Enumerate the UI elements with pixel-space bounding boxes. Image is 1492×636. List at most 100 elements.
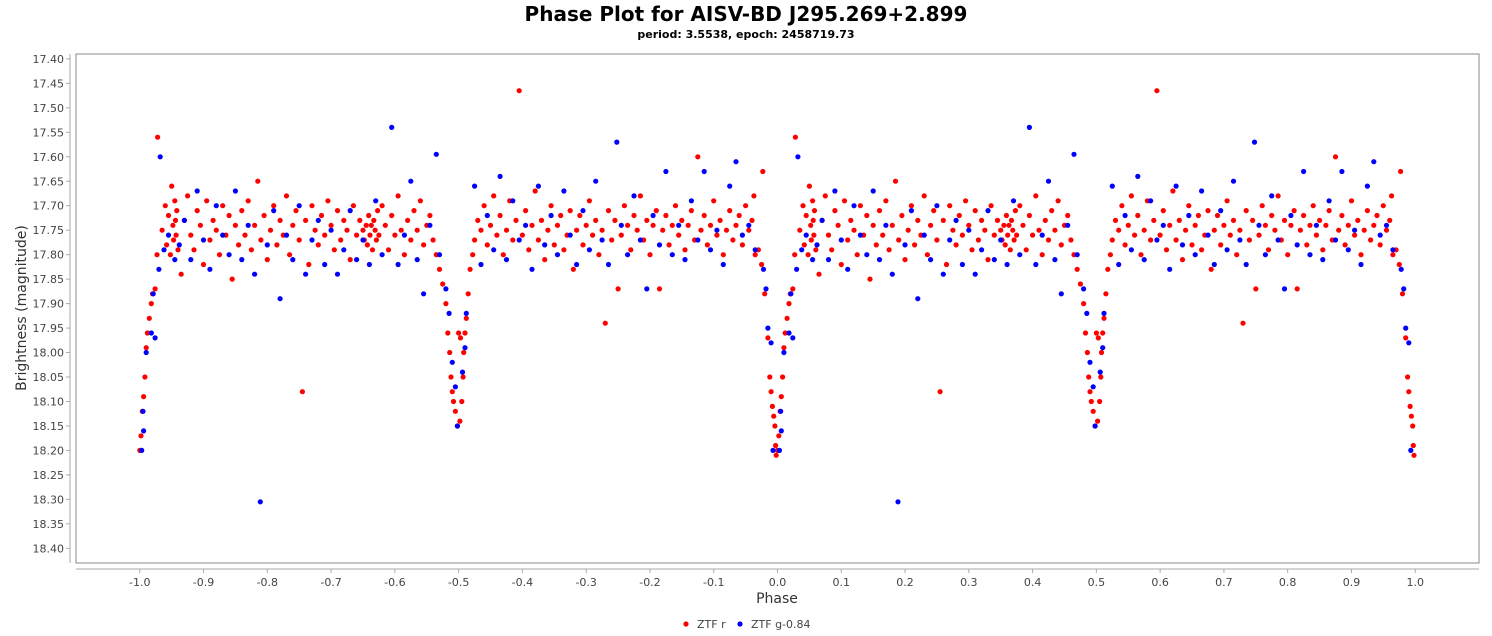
data-point-ztf-r bbox=[1297, 227, 1303, 233]
data-point-ztf-r bbox=[1105, 266, 1111, 272]
legend-label: ZTF g-0.84 bbox=[751, 618, 811, 631]
data-point-ztf-r bbox=[1361, 227, 1367, 233]
data-point-ztf-g-0-84 bbox=[1039, 232, 1045, 238]
data-point-ztf-g-0-84 bbox=[443, 286, 449, 292]
data-point-ztf-g-0-84 bbox=[695, 237, 701, 243]
data-point-ztf-g-0-84 bbox=[1339, 168, 1345, 175]
data-point-ztf-g-0-84 bbox=[1205, 232, 1211, 238]
data-point-ztf-r bbox=[1317, 217, 1323, 223]
data-point-ztf-g-0-84 bbox=[245, 222, 251, 228]
data-point-ztf-r bbox=[1288, 222, 1294, 228]
data-point-ztf-g-0-84 bbox=[548, 212, 554, 219]
data-point-ztf-g-0-84 bbox=[618, 222, 624, 228]
data-point-ztf-g-0-84 bbox=[814, 242, 820, 248]
data-point-ztf-g-0-84 bbox=[510, 198, 516, 204]
data-point-ztf-g-0-84 bbox=[1045, 178, 1052, 184]
data-point-ztf-r bbox=[599, 227, 605, 233]
data-point-ztf-r bbox=[188, 232, 194, 238]
data-point-ztf-g-0-84 bbox=[714, 227, 720, 233]
data-point-ztf-g-0-84 bbox=[778, 428, 784, 434]
legend-label: ZTF r bbox=[697, 618, 726, 631]
data-point-ztf-r bbox=[698, 227, 704, 233]
data-point-ztf-r bbox=[478, 227, 484, 233]
data-point-ztf-r bbox=[481, 203, 487, 209]
y-tick-label: 17.45 bbox=[33, 77, 65, 90]
data-point-ztf-r bbox=[154, 252, 160, 258]
data-point-ztf-r bbox=[953, 242, 959, 248]
data-point-ztf-r bbox=[1167, 222, 1173, 228]
data-point-ztf-g-0-84 bbox=[650, 212, 656, 219]
y-tick-label: 17.65 bbox=[33, 175, 65, 188]
x-tick-label: -0.4 bbox=[512, 576, 533, 589]
data-point-ztf-r bbox=[1253, 286, 1259, 292]
data-point-ztf-g-0-84 bbox=[283, 232, 290, 238]
data-point-ztf-r bbox=[998, 227, 1004, 233]
data-point-ztf-r bbox=[786, 301, 792, 307]
data-point-ztf-g-0-84 bbox=[947, 237, 953, 243]
data-point-ztf-r bbox=[736, 212, 742, 219]
data-point-ztf-r bbox=[803, 212, 809, 219]
data-point-ztf-r bbox=[797, 227, 803, 233]
data-point-ztf-r bbox=[447, 349, 453, 356]
data-point-ztf-r bbox=[625, 222, 631, 228]
data-point-ztf-r bbox=[463, 315, 469, 321]
data-point-ztf-r bbox=[908, 203, 915, 209]
data-point-ztf-r bbox=[1098, 349, 1105, 356]
data-point-ztf-r bbox=[1010, 227, 1016, 233]
data-point-ztf-g-0-84 bbox=[232, 188, 238, 194]
data-point-ztf-r bbox=[1003, 212, 1010, 219]
data-point-ztf-r bbox=[771, 413, 777, 419]
data-point-ztf-g-0-84 bbox=[1218, 208, 1224, 214]
data-point-ztf-r bbox=[357, 217, 363, 223]
data-point-ztf-r bbox=[1389, 193, 1395, 199]
data-point-ztf-r bbox=[213, 227, 219, 233]
data-point-ztf-g-0-84 bbox=[200, 237, 207, 243]
data-point-ztf-g-0-84 bbox=[998, 237, 1004, 243]
data-point-ztf-r bbox=[338, 237, 344, 243]
data-point-ztf-r bbox=[1313, 232, 1319, 238]
data-point-ztf-r bbox=[245, 198, 251, 204]
data-point-ztf-r bbox=[497, 212, 503, 219]
data-point-ztf-r bbox=[283, 193, 290, 199]
data-point-ztf-r bbox=[1281, 217, 1288, 223]
data-point-ztf-g-0-84 bbox=[1408, 447, 1414, 453]
data-point-ztf-r bbox=[417, 198, 423, 204]
data-point-ztf-r bbox=[772, 423, 778, 429]
data-point-ztf-r bbox=[341, 217, 347, 223]
data-point-ztf-r bbox=[1141, 227, 1147, 233]
data-point-ztf-g-0-84 bbox=[752, 247, 758, 253]
data-point-ztf-r bbox=[1012, 208, 1019, 214]
data-point-ztf-r bbox=[519, 232, 526, 238]
data-point-ztf-g-0-84 bbox=[1269, 193, 1275, 199]
y-tick-label: 17.95 bbox=[33, 322, 65, 335]
data-point-ztf-r bbox=[972, 208, 978, 214]
data-point-ztf-r bbox=[1262, 222, 1268, 228]
data-point-ztf-g-0-84 bbox=[389, 124, 395, 130]
data-point-ztf-r bbox=[1411, 452, 1417, 458]
data-point-ztf-g-0-84 bbox=[472, 183, 478, 189]
data-point-ztf-r bbox=[612, 217, 618, 223]
data-point-ztf-r bbox=[947, 203, 953, 209]
data-point-ztf-r bbox=[867, 276, 873, 282]
data-point-ztf-g-0-84 bbox=[631, 193, 637, 199]
data-point-ztf-r bbox=[1304, 242, 1310, 248]
data-point-ztf-r bbox=[979, 217, 985, 223]
data-point-ztf-r bbox=[1403, 335, 1409, 341]
data-point-ztf-g-0-84 bbox=[449, 359, 455, 365]
data-point-ztf-r bbox=[368, 222, 374, 228]
data-point-ztf-g-0-84 bbox=[1033, 261, 1039, 268]
data-point-ztf-g-0-84 bbox=[580, 208, 586, 214]
x-tick-label: 0.1 bbox=[833, 576, 851, 589]
data-point-ztf-g-0-84 bbox=[176, 242, 182, 248]
data-point-ztf-r bbox=[825, 232, 832, 238]
data-point-ztf-g-0-84 bbox=[985, 208, 991, 214]
data-point-ztf-r bbox=[905, 227, 911, 233]
data-point-ztf-r bbox=[746, 227, 752, 233]
data-point-ztf-r bbox=[430, 237, 436, 243]
data-point-ztf-r bbox=[1246, 237, 1252, 243]
data-point-ztf-r bbox=[178, 271, 184, 277]
data-point-ztf-r bbox=[523, 208, 529, 214]
data-point-ztf-g-0-84 bbox=[1199, 188, 1205, 194]
data-point-ztf-g-0-84 bbox=[644, 286, 650, 292]
data-point-ztf-r bbox=[331, 247, 337, 253]
